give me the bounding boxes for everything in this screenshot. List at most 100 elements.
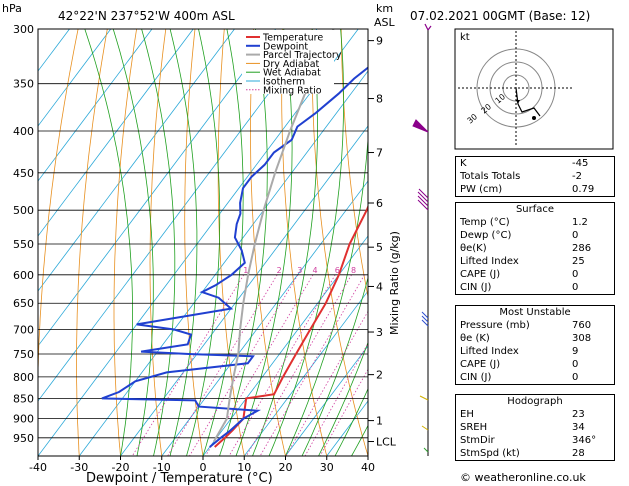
- most-unstable-row: Pressure (mb) 760: [460, 320, 592, 331]
- legend-label: Wet Adiabat: [263, 68, 321, 79]
- isotherm-line: [285, 345, 368, 456]
- mixing-ratio-line: [304, 342, 368, 456]
- wind-barb: [421, 311, 429, 327]
- isotherm-line: [78, 70, 368, 456]
- storm-motion-marker: [532, 116, 536, 120]
- height-tick-label: LCL: [376, 436, 397, 449]
- height-tick-label: 7: [376, 147, 383, 160]
- x-tick-label: -40: [29, 461, 47, 474]
- mixing-ratio-line: [246, 274, 352, 456]
- most-unstable-row: CIN (J) 0: [460, 372, 579, 383]
- x-tick-label: 30: [320, 461, 334, 474]
- hodograph-title: Hodograph: [507, 396, 563, 407]
- x-tick-label: 20: [279, 461, 293, 474]
- mixing-ratio-line: [228, 274, 336, 456]
- pressure-tick-label: 950: [13, 432, 34, 445]
- surface-row: Lifted Index 25: [460, 256, 585, 267]
- credit-text: © weatheronline.co.uk: [460, 471, 586, 484]
- indices-table: K -45 Totals Totals -2 PW (cm) 0.79: [455, 156, 615, 197]
- pressure-tick-label: 650: [13, 297, 34, 310]
- y-axis: 300 350 400 450 500 550 600 650 700 750 800 850 900 9…: [13, 23, 34, 445]
- pressure-tick-label: 550: [13, 238, 34, 251]
- surface-row: θe(K) 286: [460, 243, 592, 254]
- hodograph-unit: kt: [460, 32, 470, 43]
- y-axis-title: Mixing Ratio (g/kg): [388, 231, 401, 335]
- hodograph-row: StmSpd (kt) 28: [460, 448, 585, 459]
- location-label: 42°22'N 237°52'W 400m ASL: [58, 9, 235, 23]
- wet-adiabat: [334, 387, 368, 456]
- wind-barb: [423, 447, 429, 453]
- pressure-tick-label: 500: [13, 204, 34, 217]
- pressure-tick-label: 600: [13, 269, 34, 282]
- mixing-ratio-labels: 1 2 3 4 6 8: [243, 266, 356, 275]
- surface-title: Surface: [515, 204, 555, 215]
- mixing-ratio-label: 1: [243, 266, 248, 275]
- pressure-tick-label: 350: [13, 78, 34, 91]
- pressure-tick-label: 300: [13, 23, 34, 36]
- isotherm-line: [120, 125, 368, 456]
- x-tick-label: 40: [361, 461, 375, 474]
- mixing-ratio-label: 3: [297, 266, 302, 275]
- wind-barb: [412, 119, 429, 133]
- legend-label: Mixing Ratio: [263, 85, 322, 96]
- series-parcel-trajectory: [213, 29, 335, 442]
- sounding-curves: [101, 29, 368, 448]
- mixing-ratio-line: [259, 274, 365, 456]
- height-tick-label: 6: [376, 197, 383, 210]
- x-tick-label: -30: [70, 461, 88, 474]
- x-tick-label: -10: [153, 461, 171, 474]
- pressure-tick-label: 900: [13, 413, 34, 426]
- surface-table: Surface Temp (°C) 1.2 Dewp (°C) 0 θe(K) 286…: [455, 202, 615, 295]
- height-tick-label: 5: [376, 241, 383, 254]
- height-tick-label: 3: [376, 326, 383, 339]
- surface-row: Dewp (°C) 0: [460, 230, 579, 241]
- mixing-ratio-label: 2: [277, 266, 282, 275]
- legend-label: Isotherm: [263, 77, 305, 88]
- wind-barb: [419, 395, 429, 431]
- mixing-ratio-label: 4: [313, 266, 318, 275]
- isotherm-line: [38, 29, 112, 127]
- hodograph-trace: [515, 87, 541, 117]
- wet-adiabat: [84, 29, 133, 456]
- height-tick-label: 4: [376, 280, 383, 293]
- surface-row: Temp (°C) 1.2: [460, 217, 588, 228]
- pressure-tick-label: 450: [13, 167, 34, 180]
- most-unstable-title: Most Unstable: [499, 307, 571, 318]
- legend-label: Parcel Trajectory: [263, 50, 342, 61]
- isotherm-line: [38, 29, 359, 456]
- hodograph-row: SREH 34: [460, 422, 585, 433]
- most-unstable-row: θe (K) 308: [460, 333, 592, 344]
- index-row: Totals Totals -2: [460, 171, 582, 182]
- x-axis: -40 -30 -20 -10 0 10 20 30 40: [29, 456, 375, 474]
- isotherm-line: [38, 29, 277, 347]
- dry-adiabat: [184, 29, 204, 456]
- pressure-tick-label: 400: [13, 125, 34, 138]
- asl-label: ASL: [374, 16, 396, 29]
- series-dewpoint: [101, 66, 368, 448]
- hodograph-table: Hodograph EH 23 SREH 34 StmDir 346° StmSpd …: [455, 394, 615, 461]
- wind-profile: [412, 23, 432, 456]
- height-tick-label: 9: [376, 35, 383, 48]
- isotherm-line: [243, 290, 368, 456]
- hpa-label: hPa: [2, 2, 22, 15]
- isotherm-line: [38, 29, 194, 237]
- legend-box: [242, 30, 334, 94]
- height-axis: 9 8 7 6 5 4 3 2 1 LCL: [368, 35, 397, 449]
- isotherm-line: [161, 180, 368, 456]
- isotherm-line: [38, 29, 235, 292]
- mixing-ratio-label: 8: [351, 266, 356, 275]
- index-row: K -45: [460, 158, 589, 169]
- x-tick-label: 10: [237, 461, 251, 474]
- hodograph-row: StmDir 346°: [460, 435, 597, 446]
- isotherm-line: [38, 29, 70, 72]
- km-label: km: [376, 2, 393, 15]
- hodograph: kt 10 20 30: [454, 28, 614, 150]
- index-row: PW (cm) 0.79: [460, 184, 595, 195]
- x-axis-title: Dewpoint / Temperature (°C): [86, 471, 273, 486]
- wet-adiabat: [318, 341, 368, 456]
- surface-row: CAPE (J) 0: [460, 269, 579, 280]
- mixing-ratio-line: [285, 310, 368, 456]
- pressure-tick-label: 850: [13, 392, 34, 405]
